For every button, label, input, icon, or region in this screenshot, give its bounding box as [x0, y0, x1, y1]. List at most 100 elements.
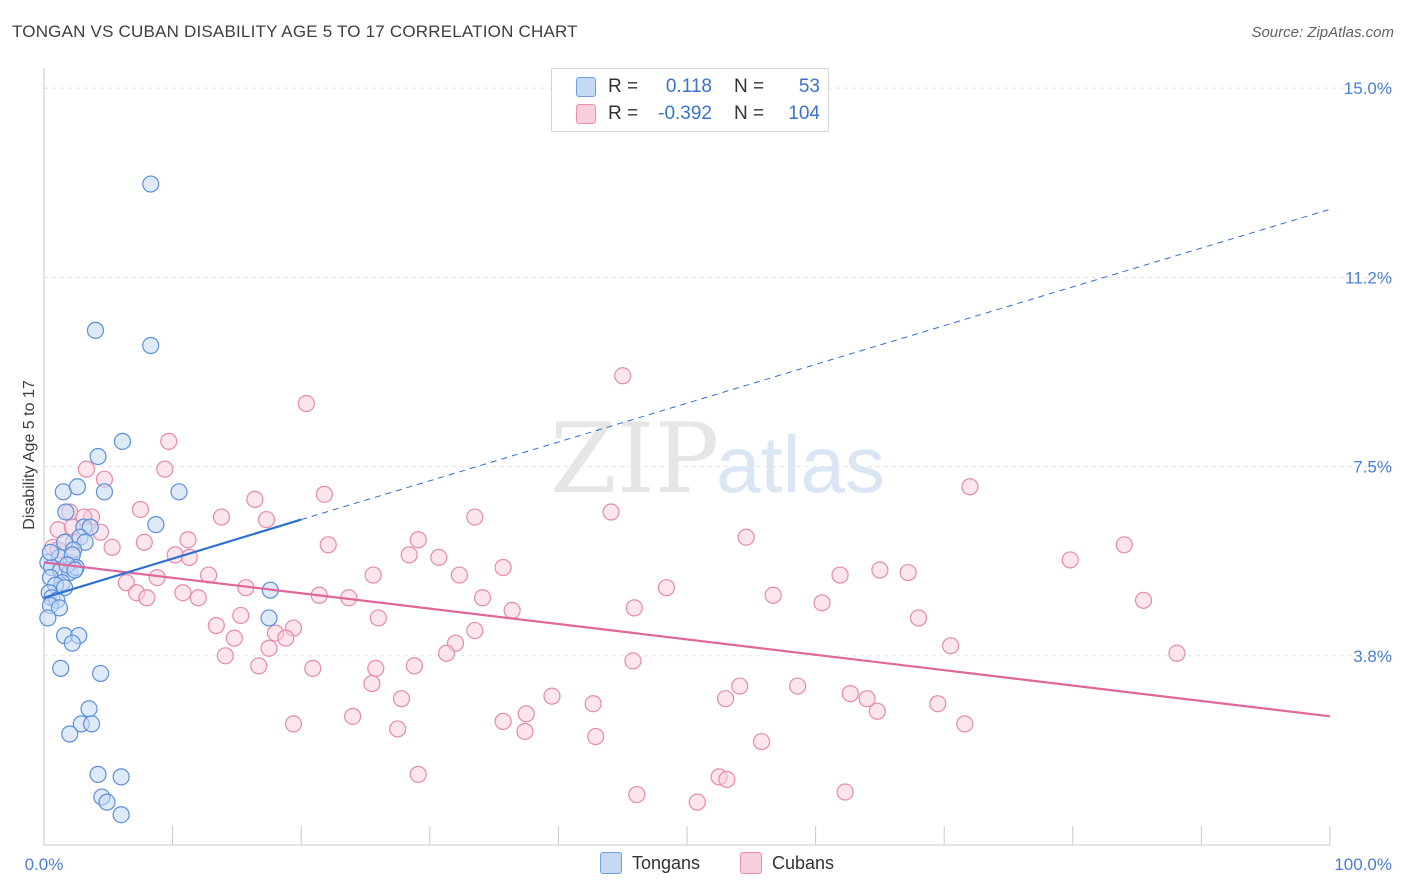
cubans-point — [138, 589, 156, 607]
cubans-point — [1115, 536, 1133, 554]
tongans-point — [142, 336, 160, 355]
y-axis-title: Disability Age 5 to 17 — [21, 380, 38, 530]
cubans-point — [392, 690, 411, 708]
cubans-point — [277, 629, 295, 647]
legend-item-tongans: Tongans — [600, 852, 700, 874]
r-value: -0.392 — [658, 103, 712, 124]
cubans-point — [961, 478, 979, 496]
cubans-point — [494, 712, 512, 730]
x-tick-label: 0.0% — [25, 855, 64, 874]
cubans-point — [131, 500, 150, 519]
cubans-point — [836, 783, 854, 801]
cubans-point — [614, 367, 632, 385]
cubans-point — [587, 727, 605, 746]
cubans-point — [602, 503, 620, 521]
cubans-point — [225, 629, 243, 647]
cubans-point — [284, 715, 303, 733]
watermark: ZIP atlas — [550, 403, 885, 515]
cubans-point — [929, 695, 947, 713]
legend-item-cubans: Cubans — [740, 852, 834, 874]
tongans-point — [39, 609, 57, 627]
cubans-point — [813, 594, 831, 612]
cubans-point — [344, 707, 362, 725]
cubans-point — [257, 510, 276, 529]
y-tick-label: 7.5% — [1353, 458, 1392, 477]
cubans-points — [44, 367, 1186, 811]
cubans-point — [160, 432, 178, 450]
cubans-point — [389, 720, 407, 738]
cubans-point — [625, 599, 643, 617]
source-label: Source: ZipAtlas.com — [1251, 24, 1394, 41]
cubans-point — [956, 715, 974, 733]
tongans-point — [63, 634, 81, 652]
n-label: N = — [734, 76, 765, 97]
cubans-point — [77, 460, 96, 478]
cubans-point — [764, 586, 782, 604]
tongans-point — [82, 715, 101, 733]
cubans-legend-swatch — [740, 852, 762, 874]
cubans-point — [437, 644, 456, 662]
tongans-trend-extension — [301, 208, 1331, 521]
cubans-point — [1168, 644, 1186, 662]
cubans-point — [232, 606, 250, 625]
cubans-point — [367, 659, 385, 678]
cubans-point — [517, 705, 535, 723]
cubans-point — [260, 639, 278, 657]
cubans-point — [430, 548, 448, 567]
cubans-point — [942, 637, 960, 655]
cubans-point — [304, 659, 322, 678]
gridlines — [44, 87, 1392, 657]
cubans-point — [871, 561, 889, 579]
r-label: R = — [608, 103, 639, 124]
n-value: 53 — [798, 76, 820, 97]
cubans-point — [135, 533, 153, 551]
tongans-point — [86, 321, 105, 339]
x-tick-label: 100.0% — [1334, 855, 1392, 874]
cubans-trend-line — [43, 561, 1331, 718]
cubans-point — [473, 589, 492, 607]
cubans-point — [628, 785, 646, 804]
cubans-point — [503, 601, 521, 619]
cubans-point — [207, 616, 225, 635]
tongans-points — [39, 175, 279, 824]
tongans-point — [142, 175, 160, 193]
y-tick-label: 3.8% — [1353, 647, 1392, 666]
cubans-point — [409, 531, 427, 549]
chart-title: TONGAN VS CUBAN DISABILITY AGE 5 TO 17 C… — [12, 22, 578, 41]
tongans-trend-line — [43, 518, 302, 599]
tongans-point — [98, 793, 116, 811]
cubans-point — [216, 647, 234, 665]
tongans-point — [50, 599, 69, 617]
cubans-point — [494, 558, 512, 577]
x-ticks — [172, 826, 1331, 845]
cubans-point — [117, 574, 135, 592]
trend-lines — [43, 208, 1331, 718]
cubans-point — [466, 621, 484, 640]
r-label: R = — [608, 76, 639, 97]
tongans-point — [52, 659, 70, 678]
tongans-point — [61, 725, 79, 743]
cubans-point — [731, 677, 749, 695]
cubans-point — [858, 690, 876, 708]
tongans-point — [68, 478, 87, 496]
cubans-point — [718, 770, 736, 789]
cubans-point — [400, 546, 418, 564]
cubans-point — [189, 589, 207, 607]
tongans-point — [112, 806, 130, 824]
cubans-point — [752, 732, 771, 751]
cubans-point — [297, 394, 315, 413]
tongans-swatch — [576, 77, 596, 97]
tongans-point — [89, 447, 107, 466]
r-value: 0.118 — [665, 76, 712, 97]
tongans-point — [81, 518, 99, 536]
tongans-point — [57, 503, 75, 521]
cubans-point — [868, 702, 886, 720]
cubans-legend-label: Cubans — [772, 852, 835, 873]
tongans-legend-swatch — [600, 852, 622, 874]
tongans-point — [170, 483, 188, 501]
tongans-point — [41, 543, 60, 561]
cubans-point — [363, 674, 381, 693]
cubans-point — [409, 765, 427, 783]
cubans-point — [737, 528, 755, 546]
